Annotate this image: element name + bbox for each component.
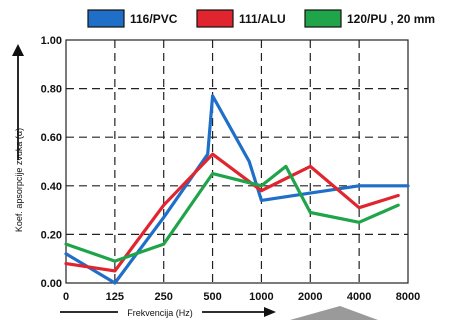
legend-label-3: 120/PU , 20 mm: [347, 12, 435, 26]
y-axis-label: Koef. apsorpcije zvuka (α): [14, 128, 24, 232]
series-line-3: [64, 164, 400, 263]
x-tick-label: 2000: [298, 291, 322, 303]
legend-swatch-2: [196, 9, 234, 28]
x-tick-label: 125: [106, 291, 124, 303]
x-tick-label: 250: [155, 291, 173, 303]
y-tick-label: 0.00: [41, 278, 62, 290]
y-tick-label: 0.20: [41, 229, 62, 241]
legend-label-2: 111/ALU: [239, 12, 286, 26]
tick-labels: 0.00 0.20 0.40 0.60 0.80 1.00 0 125 250 500 1000 20…: [41, 35, 421, 303]
x-tick-label: 4000: [347, 291, 371, 303]
y-tick-label: 0.80: [41, 84, 62, 96]
legend-swatch-1: [87, 9, 125, 28]
x-tick-label: 0: [63, 291, 69, 303]
decorative-shape: [290, 306, 378, 320]
y-tick-label: 0.60: [41, 132, 62, 144]
legend-swatch-3: [304, 9, 342, 28]
axes: [65, 39, 409, 284]
legend: 116/PVC 111/ALU 120/PU , 20 mm: [87, 9, 435, 28]
y-axis-arrow-icon: [12, 44, 24, 56]
plot-frame: [65, 39, 409, 284]
y-tick-label: 0.40: [41, 181, 62, 193]
series-line-1: [64, 94, 410, 285]
x-tick-label: 500: [203, 291, 221, 303]
grid: [66, 40, 408, 283]
series-line-2: [64, 152, 400, 273]
x-tick-label: 8000: [396, 291, 420, 303]
x-axis-label: Frekvencija (Hz): [127, 308, 193, 318]
x-axis-arrow-icon: [264, 307, 276, 317]
legend-label-1: 116/PVC: [130, 12, 178, 26]
axis-labels: Koef. apsorpcije zvuka (α) Frekvencija (H…: [12, 44, 378, 320]
series-lines: [64, 94, 410, 285]
y-tick-label: 1.00: [41, 35, 62, 47]
x-tick-label: 1000: [249, 291, 273, 303]
